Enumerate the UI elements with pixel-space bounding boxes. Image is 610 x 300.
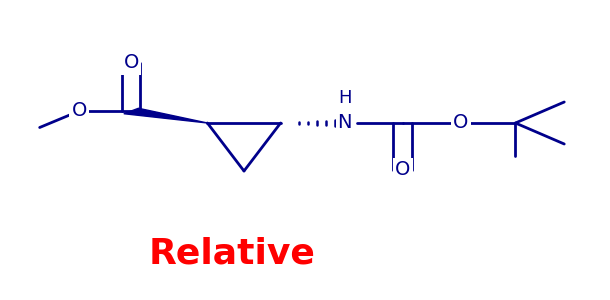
Text: H: H: [338, 88, 351, 106]
Polygon shape: [124, 108, 207, 123]
Text: Relative: Relative: [148, 236, 315, 270]
Text: N: N: [337, 113, 352, 133]
Text: O: O: [395, 160, 411, 179]
Text: O: O: [71, 101, 87, 121]
Text: O: O: [453, 113, 468, 133]
Text: O: O: [123, 53, 139, 73]
